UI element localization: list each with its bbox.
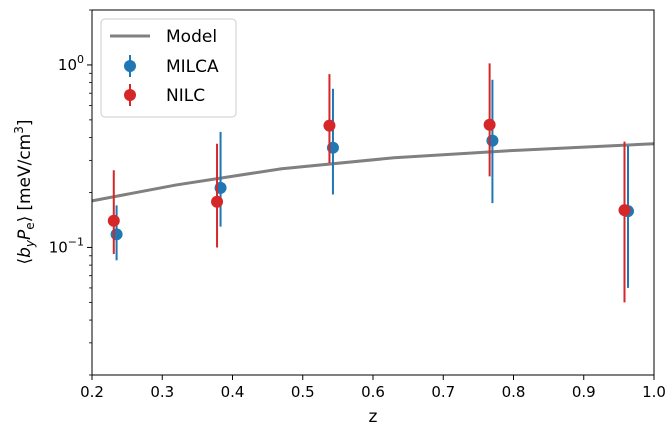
x-tick-label: 0.4 [221,383,245,401]
milca-point [110,228,123,241]
y-label-b: b [15,247,35,258]
legend-milca-label: MILCA [166,57,219,77]
y-label-lbracket: ⟨ [15,258,35,265]
x-axis-label: z [369,407,378,427]
x-tick-label: 0.8 [502,383,526,401]
x-tick-label: 0.3 [150,383,174,401]
y-tick-label: 10−1 [49,235,84,256]
legend-milca-marker [124,60,136,72]
nilc-point [211,195,224,208]
x-axis: 0.2 0.3 0.4 0.5 0.6 0.7 0.8 0.9 1.0 [80,375,666,401]
legend-nilc-marker [124,89,136,101]
x-tick-label: 1.0 [642,383,666,401]
model-line [91,142,655,203]
y-label-sup3: 3 [12,126,26,134]
y-label-sub-y: y [23,239,37,248]
x-tick-label: 0.6 [361,383,385,401]
y-label-P: P [15,229,35,240]
y-label-unit: [meV/cm [15,134,35,211]
milca-point [486,134,499,147]
legend: Model MILCA NILC [100,18,237,118]
y-label-sub-e: e [23,222,37,229]
x-tick-label: 0.7 [431,383,455,401]
y-label-rbracket: ⟩ [15,216,35,223]
nilc-point [107,214,120,227]
y-tick-label: 100 [58,53,84,74]
legend-model-label: Model [166,27,217,47]
y-axis: 10−1 100 [49,9,92,376]
nilc-point [618,204,631,217]
nilc-point [323,119,336,132]
y-axis-label: ⟨byPe⟩ [meV/cm3] [12,119,37,264]
x-tick-label: 0.9 [572,383,596,401]
y-label-unit-close: ] [15,119,35,126]
nilc-point [483,118,496,131]
legend-nilc-label: NILC [166,86,205,106]
x-tick-label: 0.5 [291,383,315,401]
x-tick-label: 0.2 [80,383,104,401]
